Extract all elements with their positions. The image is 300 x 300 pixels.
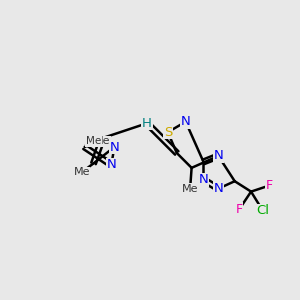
- Text: Me: Me: [86, 136, 101, 146]
- Text: N: N: [214, 149, 223, 162]
- Text: N: N: [106, 158, 116, 171]
- Text: F: F: [236, 203, 243, 216]
- Text: Me: Me: [74, 167, 90, 177]
- Text: F: F: [265, 179, 272, 192]
- Text: N: N: [110, 140, 119, 154]
- Text: Me: Me: [94, 136, 111, 146]
- Text: Cl: Cl: [256, 204, 269, 218]
- Text: N: N: [181, 115, 190, 128]
- Text: N: N: [214, 182, 223, 195]
- Text: S: S: [164, 126, 172, 139]
- Text: N: N: [199, 173, 208, 186]
- Text: H: H: [142, 117, 152, 130]
- Text: Me: Me: [182, 184, 198, 194]
